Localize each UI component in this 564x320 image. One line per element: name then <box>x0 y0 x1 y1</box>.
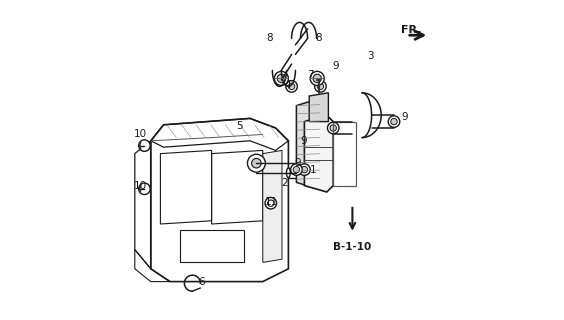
Circle shape <box>317 83 324 90</box>
Circle shape <box>139 140 150 151</box>
Text: 9: 9 <box>401 112 408 122</box>
Text: 6: 6 <box>198 277 205 287</box>
Circle shape <box>252 158 261 168</box>
Text: 8: 8 <box>315 33 322 43</box>
Text: 11: 11 <box>265 197 279 207</box>
Polygon shape <box>263 150 282 262</box>
Circle shape <box>310 71 324 85</box>
Circle shape <box>248 154 265 172</box>
Circle shape <box>315 81 326 92</box>
Ellipse shape <box>302 168 306 178</box>
Circle shape <box>265 197 276 209</box>
Circle shape <box>286 81 297 92</box>
Text: 1: 1 <box>310 165 316 175</box>
Circle shape <box>288 83 295 90</box>
Circle shape <box>388 116 400 127</box>
Ellipse shape <box>287 168 290 178</box>
Circle shape <box>267 200 274 206</box>
Text: 2: 2 <box>281 178 288 188</box>
Text: 7: 7 <box>307 70 314 80</box>
Text: 3: 3 <box>367 51 373 61</box>
Circle shape <box>277 74 285 83</box>
Text: 9: 9 <box>301 136 307 147</box>
Circle shape <box>274 71 288 85</box>
Circle shape <box>328 122 339 134</box>
Circle shape <box>290 164 302 175</box>
Circle shape <box>391 118 397 125</box>
Text: 9: 9 <box>294 158 301 168</box>
Circle shape <box>313 74 321 83</box>
Text: 5: 5 <box>236 121 243 132</box>
Text: 8: 8 <box>266 33 272 43</box>
Polygon shape <box>309 93 328 122</box>
Text: 10: 10 <box>134 129 147 139</box>
Text: 9: 9 <box>332 61 339 71</box>
Circle shape <box>139 183 150 195</box>
Polygon shape <box>297 99 320 189</box>
Text: 10: 10 <box>134 181 147 191</box>
Circle shape <box>299 164 310 175</box>
Polygon shape <box>305 115 333 192</box>
Circle shape <box>301 166 307 173</box>
Text: B-1-10: B-1-10 <box>333 242 372 252</box>
Circle shape <box>330 125 336 131</box>
Text: FR.: FR. <box>400 25 421 36</box>
Circle shape <box>293 166 299 173</box>
Text: 4: 4 <box>284 80 291 90</box>
